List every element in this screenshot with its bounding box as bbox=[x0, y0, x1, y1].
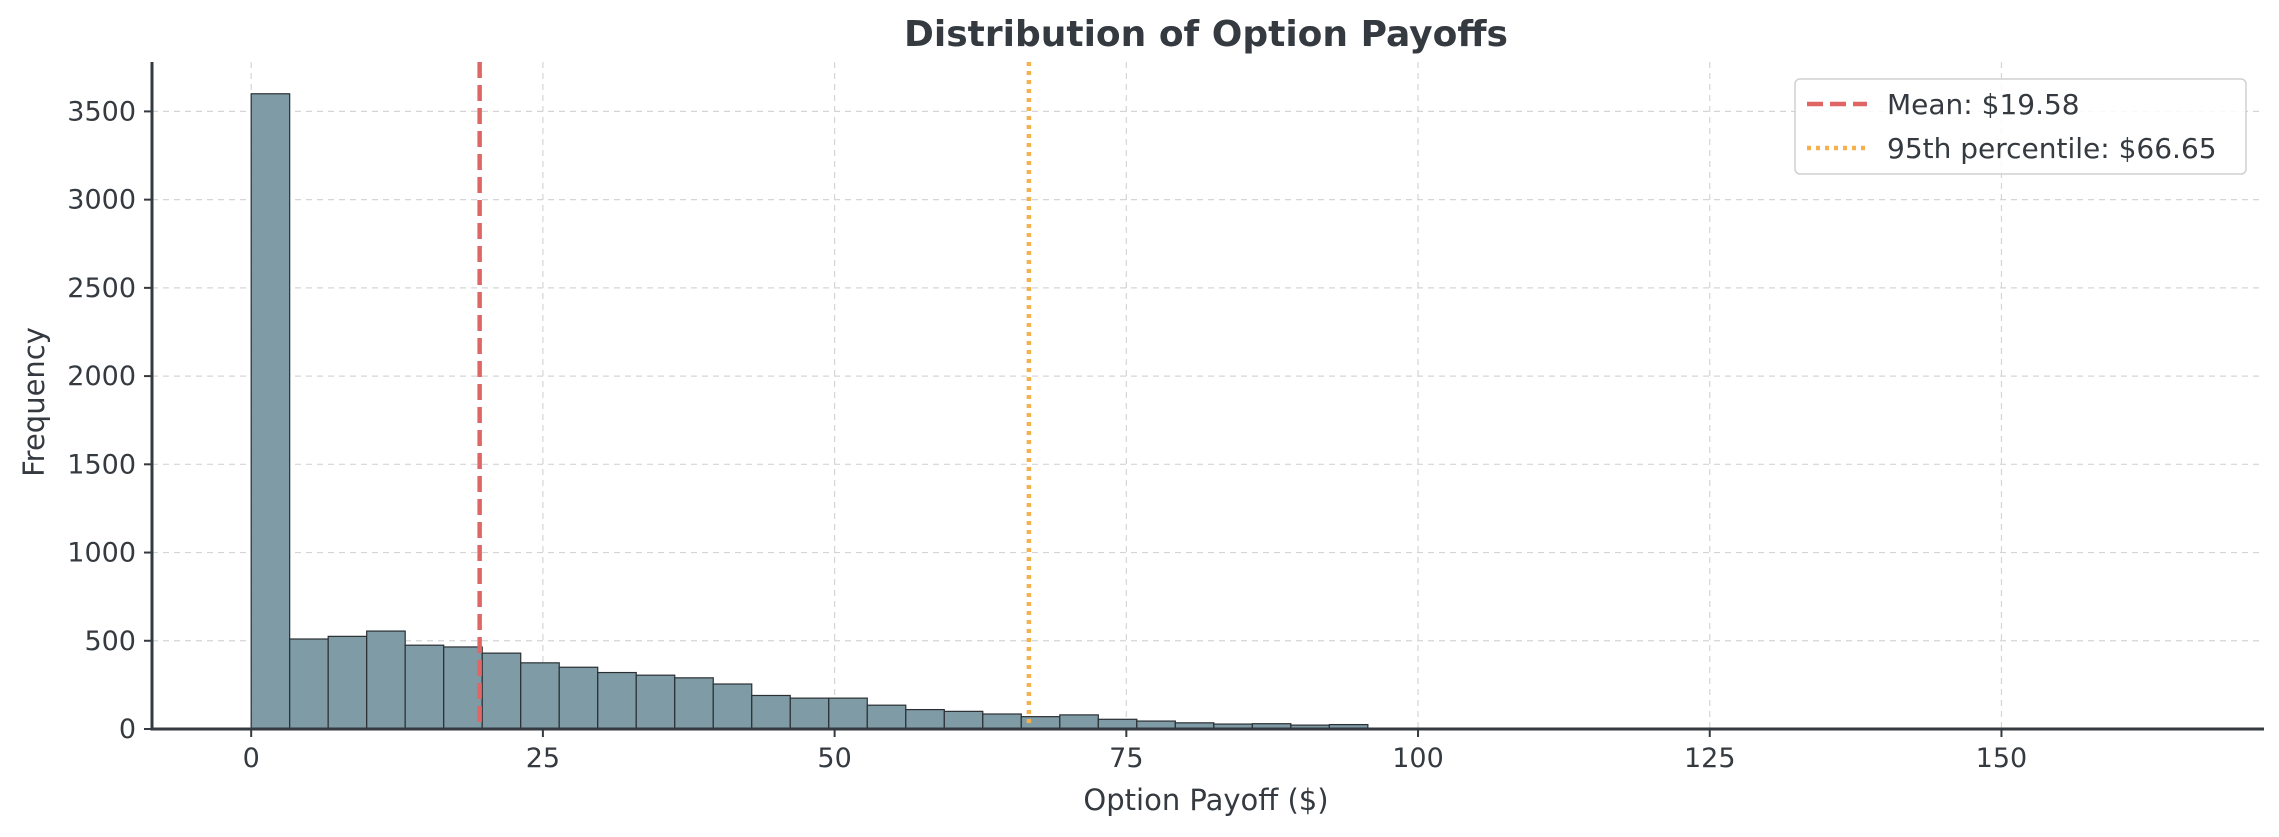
y-tick-label: 0 bbox=[119, 714, 136, 745]
x-tick-label: 150 bbox=[1976, 743, 2028, 774]
x-tick-label: 75 bbox=[1109, 743, 1143, 774]
legend-box bbox=[1794, 78, 2247, 175]
histogram-bar bbox=[866, 704, 907, 730]
histogram-bar bbox=[635, 674, 676, 730]
y-axis-label: Frequency bbox=[17, 327, 51, 477]
y-tick-label: 1000 bbox=[67, 538, 136, 569]
histogram-bar bbox=[1059, 714, 1099, 730]
histogram-bar bbox=[481, 652, 522, 730]
x-tick-label: 25 bbox=[526, 743, 560, 774]
histogram-bar bbox=[597, 671, 637, 730]
histogram-bar bbox=[905, 708, 945, 730]
legend: Mean: $19.58 95th percentile: $66.65 bbox=[1794, 78, 2247, 175]
histogram-bars bbox=[250, 93, 1369, 730]
histogram-bar bbox=[289, 638, 329, 730]
histogram-bar bbox=[751, 694, 791, 730]
y-tick-label: 2500 bbox=[67, 273, 136, 304]
histogram-bar bbox=[250, 93, 291, 730]
histogram-bar bbox=[366, 630, 406, 730]
histogram-bar bbox=[327, 635, 368, 730]
x-tick-label: 125 bbox=[1684, 743, 1736, 774]
chart-title: Distribution of Option Payoffs bbox=[904, 14, 1508, 55]
grid-lines bbox=[152, 62, 2264, 730]
histogram-bar bbox=[943, 710, 984, 730]
legend-entry-label: Mean: $19.58 bbox=[1887, 88, 2080, 121]
histogram-bar bbox=[674, 677, 714, 730]
y-tick-label: 500 bbox=[84, 626, 136, 657]
y-tick-label: 3500 bbox=[67, 96, 136, 127]
histogram-bar bbox=[828, 697, 868, 730]
y-tick-label: 3000 bbox=[67, 185, 136, 216]
x-axis-label: Option Payoff ($) bbox=[1083, 783, 1328, 817]
histogram-bar bbox=[789, 697, 830, 730]
y-tick-label: 1500 bbox=[67, 449, 136, 480]
x-tick-label: 100 bbox=[1392, 743, 1444, 774]
axes: 0 25 50 75 100 125 150050010001500200025003000… bbox=[67, 62, 2264, 774]
histogram-bar bbox=[520, 662, 560, 730]
histogram-bar bbox=[982, 713, 1022, 730]
reference-lines bbox=[477, 62, 1032, 729]
x-tick-label: 50 bbox=[817, 743, 851, 774]
histogram-bar bbox=[558, 666, 599, 730]
legend-entry-label: 95th percentile: $66.65 bbox=[1887, 132, 2217, 165]
y-tick-label: 2000 bbox=[67, 361, 136, 392]
histogram-bar bbox=[712, 683, 753, 730]
histogram-bar bbox=[404, 644, 445, 730]
histogram-bar bbox=[443, 646, 483, 730]
x-tick-label: 0 bbox=[243, 743, 260, 774]
